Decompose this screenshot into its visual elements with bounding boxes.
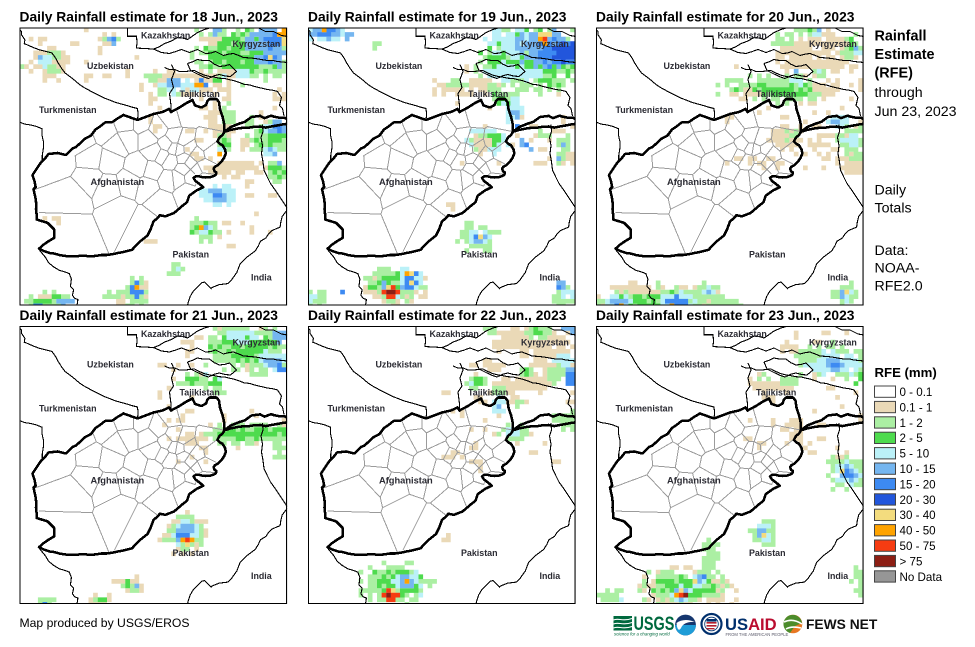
svg-text:30 - 40: 30 - 40 [900,509,936,522]
svg-text:> 75: > 75 [900,555,923,568]
svg-text:(RFE): (RFE) [875,66,914,82]
svg-text:Estimate: Estimate [875,47,935,63]
svg-text:Map produced by USGS/EROS: Map produced by USGS/EROS [20,616,190,630]
svg-text:Rainfall: Rainfall [875,29,927,45]
svg-text:Daily: Daily [875,183,907,199]
svg-text:1 - 2: 1 - 2 [900,417,923,430]
svg-text:NOAA-: NOAA- [875,261,920,277]
svg-text:10 - 15: 10 - 15 [900,463,936,476]
svg-text:through: through [875,85,923,101]
svg-text:USGS: USGS [634,612,675,635]
svg-text:RFE (mm): RFE (mm) [875,365,937,380]
svg-text:Totals: Totals [875,201,912,217]
svg-text:0 - 0.1: 0 - 0.1 [900,386,933,399]
svg-text:USAID: USAID [725,615,777,634]
svg-text:15 - 20: 15 - 20 [900,478,936,491]
svg-text:No Data: No Data [900,571,943,584]
svg-text:0.1 - 1: 0.1 - 1 [900,401,933,414]
svg-text:RFE2.0: RFE2.0 [875,279,923,295]
svg-text:science for a changing world: science for a changing world [614,632,670,637]
svg-text:Daily Rainfall estimate for 18: Daily Rainfall estimate for 18 Jun., 202… [20,9,279,24]
svg-text:Daily Rainfall estimate for 19: Daily Rainfall estimate for 19 Jun., 202… [308,9,567,24]
svg-text:Daily Rainfall estimate for 23: Daily Rainfall estimate for 23 Jun., 202… [596,308,855,323]
svg-text:Daily Rainfall estimate for 21: Daily Rainfall estimate for 21 Jun., 202… [20,308,279,323]
svg-text:50 - 75: 50 - 75 [900,540,936,553]
svg-text:Data:: Data: [875,243,909,259]
svg-text:20 - 30: 20 - 30 [900,494,936,507]
svg-text:Jun 23, 2023: Jun 23, 2023 [875,104,957,120]
svg-text:2 - 5: 2 - 5 [900,432,923,445]
svg-text:40 - 50: 40 - 50 [900,525,936,538]
svg-text:Daily Rainfall estimate for 22: Daily Rainfall estimate for 22 Jun., 202… [308,308,567,323]
svg-text:FROM THE AMERICAN PEOPLE: FROM THE AMERICAN PEOPLE [726,632,789,637]
svg-text:FEWS NET: FEWS NET [806,617,878,632]
svg-text:5 - 10: 5 - 10 [900,448,930,461]
svg-text:Daily Rainfall estimate for 20: Daily Rainfall estimate for 20 Jun., 202… [596,9,855,24]
